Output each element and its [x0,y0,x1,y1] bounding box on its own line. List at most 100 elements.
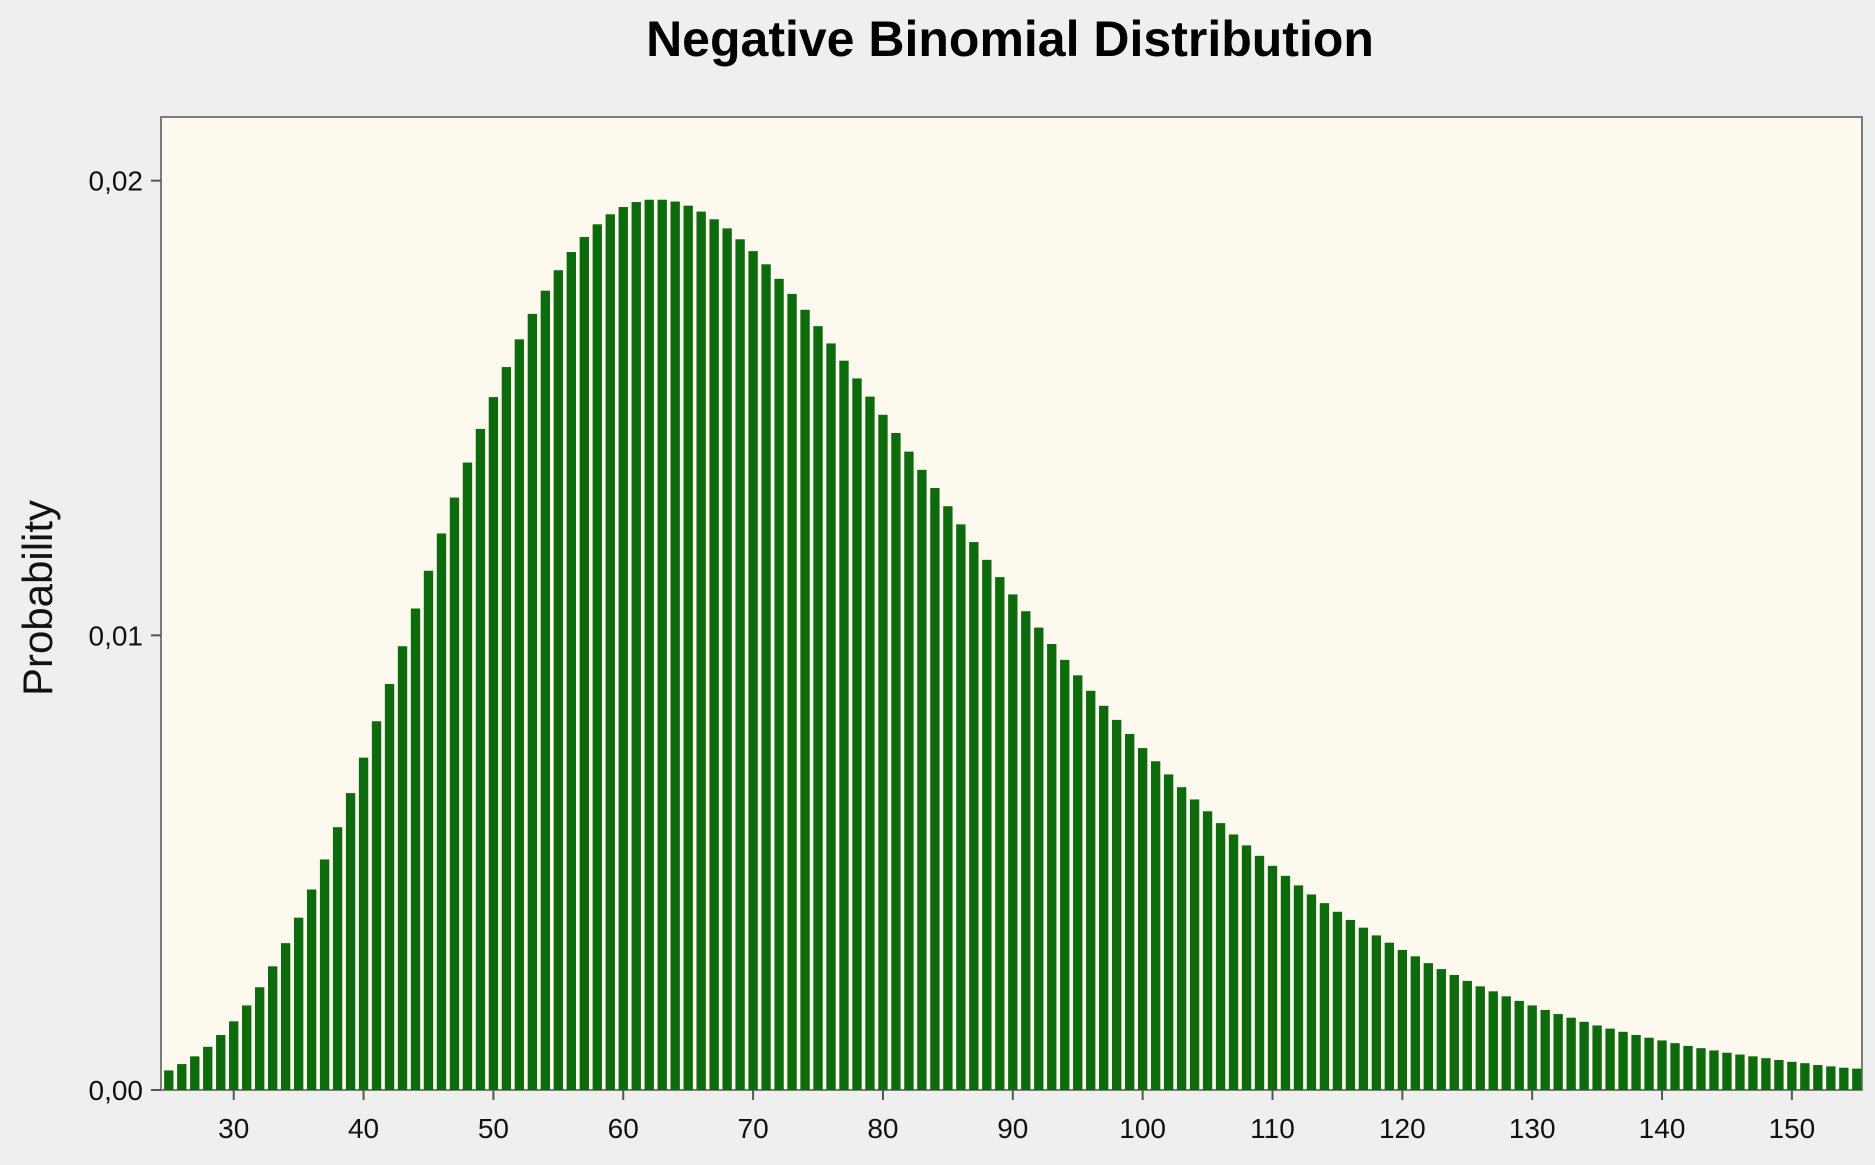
bar-117 [1358,927,1369,1090]
bar-132 [1553,1014,1563,1090]
bar-34 [280,943,291,1090]
bar-57 [579,237,589,1090]
bar-82 [904,451,914,1090]
bar-58 [592,224,602,1091]
bar-115 [1332,911,1343,1090]
bar-40 [358,757,369,1090]
bar-25 [164,1070,174,1090]
bar-128 [1501,996,1511,1090]
y-axis: 0,00 0,01 0,02 [89,166,161,1106]
bar-69 [735,239,745,1090]
x-tick-label: 140 [1639,1113,1686,1144]
x-tick-label: 130 [1509,1113,1556,1144]
bar-155 [1852,1068,1862,1090]
bar-151 [1800,1063,1810,1090]
bar-141 [1670,1043,1680,1090]
bar-127 [1488,991,1498,1090]
bar-96 [1086,690,1096,1090]
x-tick-label: 150 [1769,1113,1816,1144]
bar-144 [1709,1050,1719,1090]
bar-148 [1761,1058,1771,1090]
bar-49 [475,428,486,1090]
bar-129 [1514,1000,1524,1090]
bar-83 [917,469,927,1091]
bar-146 [1735,1054,1745,1090]
x-tick-label: 80 [867,1113,898,1144]
bar-50 [488,397,499,1091]
x-axis: 30 40 50 60 70 80 90 100 110 120 130 140 150 [218,1090,1815,1144]
x-tick-label: 60 [608,1113,639,1144]
bar-78 [852,378,862,1090]
bar-72 [774,278,784,1090]
bar-70 [748,251,758,1090]
bar-33 [267,966,278,1090]
bar-150 [1787,1061,1797,1090]
bar-113 [1306,894,1317,1090]
bar-95 [1073,675,1083,1090]
bar-112 [1293,885,1304,1090]
bar-98 [1112,719,1122,1090]
bar-75 [813,326,823,1090]
bar-47 [449,497,460,1090]
bar-37 [319,859,330,1090]
bar-41 [371,721,382,1090]
bar-28 [203,1046,213,1090]
bar-44 [410,608,421,1090]
bar-61 [631,202,641,1090]
bar-84 [930,488,940,1090]
bar-48 [462,462,473,1090]
bar-80 [878,414,888,1090]
bar-87 [969,542,979,1090]
bar-138 [1631,1034,1641,1090]
bar-136 [1605,1028,1615,1090]
bar-131 [1540,1009,1550,1090]
bar-46 [436,533,447,1090]
bar-145 [1722,1052,1732,1090]
bar-133 [1566,1017,1576,1090]
bar-43 [397,646,408,1090]
bar-54 [540,290,551,1090]
bar-53 [527,313,538,1090]
bar-107 [1228,834,1239,1090]
bar-39 [345,793,356,1090]
bar-52 [514,339,525,1091]
bar-65 [683,205,693,1090]
bar-86 [956,524,966,1090]
bar-105 [1202,811,1213,1090]
x-tick-label: 100 [1119,1113,1166,1144]
bar-120 [1397,949,1408,1090]
x-tick-label: 30 [218,1113,249,1144]
bar-139 [1644,1037,1654,1090]
x-tick-label: 90 [997,1113,1028,1144]
x-tick-label: 120 [1379,1113,1426,1144]
bar-97 [1099,705,1109,1090]
bar-147 [1748,1056,1758,1090]
bar-66 [696,211,706,1090]
x-tick-label: 50 [478,1113,509,1144]
bar-89 [995,577,1005,1090]
bar-135 [1592,1025,1602,1090]
bar-71 [761,264,771,1090]
bar-68 [722,228,732,1090]
x-tick-label: 40 [348,1113,379,1144]
bar-106 [1215,823,1226,1090]
bar-36 [306,889,317,1090]
bar-118 [1371,935,1382,1090]
y-axis-label: Probability [14,500,61,696]
bar-123 [1436,969,1446,1090]
bar-45 [423,570,434,1090]
bar-149 [1774,1059,1784,1090]
bar-125 [1462,980,1472,1090]
bar-111 [1280,875,1291,1090]
y-tick-label: 0,02 [89,166,144,197]
bar-76 [826,343,836,1090]
bar-64 [670,201,680,1090]
bar-93 [1047,643,1057,1090]
bar-63 [657,199,667,1090]
bar-73 [787,293,797,1090]
bar-140 [1657,1040,1667,1090]
bar-79 [865,396,875,1090]
bar-121 [1410,956,1420,1090]
